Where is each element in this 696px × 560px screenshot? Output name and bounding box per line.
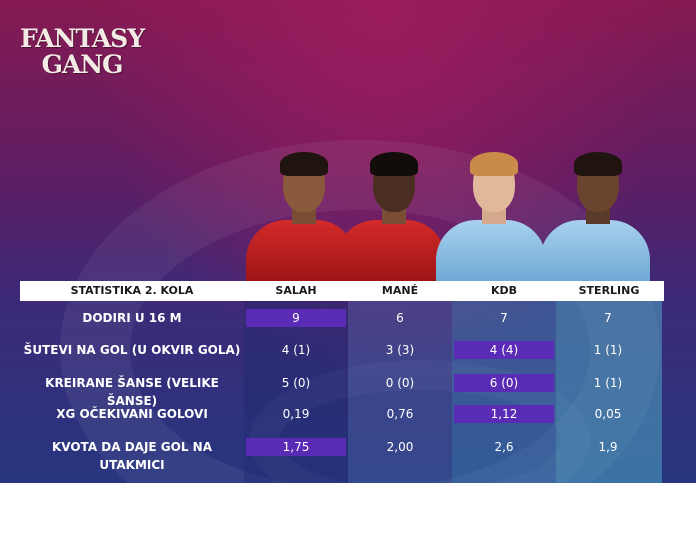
stat-cell: 0,19 [282, 407, 310, 421]
stat-cell: 2,00 [386, 440, 414, 454]
player-photo-sterling [540, 150, 650, 282]
stat-cell: 4 (4) [454, 341, 554, 359]
fantasy-gang-logo: FANTASY GANG [20, 24, 145, 79]
stat-cell: 1,75 [246, 438, 346, 456]
stat-cell: 1,9 [598, 440, 618, 454]
stat-cell: 1 (1) [593, 376, 623, 390]
row-label: XG OČEKIVANI GOLOVI [56, 407, 208, 421]
header-label: STATISTIKA 2. KOLA [70, 284, 194, 297]
stat-cell: 7 [500, 311, 508, 325]
table-header: STATISTIKA 2. KOLA SALAH MANÉ KDB STERLI… [20, 281, 664, 301]
column-band-sterling [556, 301, 662, 483]
column-band-mane [348, 301, 452, 483]
stat-cell: 0,76 [386, 407, 414, 421]
column-header-kdb: KDB [490, 284, 518, 297]
player-photo-kdb [436, 150, 546, 282]
stat-cell: 5 (0) [281, 376, 311, 390]
stat-cell: 3 (3) [385, 343, 415, 357]
column-header-mane: MANÉ [381, 284, 419, 297]
stat-cell: 0 (0) [385, 376, 415, 390]
stat-cell: 6 [396, 311, 404, 325]
stat-cell: 2,6 [494, 440, 514, 454]
stat-cell: 7 [604, 311, 612, 325]
column-band-kdb [452, 301, 556, 483]
column-header-salah: SALAH [275, 284, 317, 297]
logo-line-1: FANTASY [20, 24, 145, 53]
row-label: KVOTA DA DAJE GOL NA UTAKMICI [51, 440, 212, 472]
row-label: ŠUTEVI NA GOL (U OKVIR GOLA) [23, 343, 241, 357]
stat-cell: 6 (0) [454, 374, 554, 392]
stat-cell: 9 [246, 309, 346, 327]
row-label: KREIRANE ŠANSE (VELIKE ŠANSE) [45, 376, 219, 408]
stat-cell: 4 (1) [281, 343, 311, 357]
stat-cell: 0,05 [594, 407, 622, 421]
logo-line-2: GANG [41, 50, 124, 79]
stat-cell: 1 (1) [593, 343, 623, 357]
column-header-sterling: STERLING [578, 284, 640, 297]
stat-cell: 1,12 [454, 405, 554, 423]
row-label: DODIRI U 16 M [82, 311, 182, 325]
player-photo-mane [336, 150, 446, 282]
